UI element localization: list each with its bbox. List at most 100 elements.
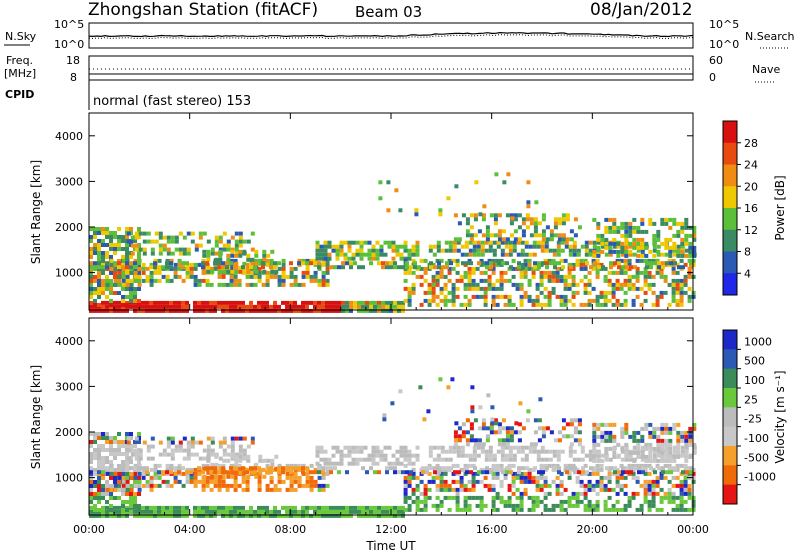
echo-cell <box>221 282 226 287</box>
echo-cell <box>125 251 129 255</box>
echo-cell <box>635 266 640 271</box>
echo-cell <box>472 457 477 462</box>
echo-cell <box>512 445 517 450</box>
echo-cell <box>293 278 298 283</box>
echo-cell <box>121 492 125 496</box>
echo-cell <box>495 278 500 283</box>
echo-cell <box>97 271 101 275</box>
echo-cell <box>467 463 472 468</box>
echo-cell <box>465 221 470 226</box>
echo-cell <box>293 274 298 279</box>
echo-cell <box>121 271 125 275</box>
echo-cell <box>605 466 609 471</box>
echo-cell <box>319 457 324 462</box>
echo-cell <box>242 448 247 453</box>
echo-cell <box>551 503 556 508</box>
echo-cell <box>289 463 294 468</box>
echo-cell <box>281 308 285 313</box>
echo-cell <box>285 505 289 510</box>
echo-cell <box>249 265 253 270</box>
echo-cell <box>632 217 637 222</box>
echo-cell <box>600 422 605 427</box>
velocity-data-cells <box>89 377 697 518</box>
echo-cell <box>206 454 211 459</box>
echo-cell <box>230 454 235 459</box>
echo-cell <box>528 449 533 454</box>
echo-cell <box>382 413 387 418</box>
echo-cell <box>495 294 500 299</box>
echo-cell <box>438 208 443 213</box>
echo-cell <box>541 217 546 222</box>
echo-cell <box>479 503 484 508</box>
echo-cell <box>584 244 589 249</box>
echo-cell <box>648 249 653 254</box>
echo-cell <box>623 278 628 283</box>
echo-cell <box>210 448 215 453</box>
echo-cell <box>129 299 133 303</box>
echo-cell <box>205 308 209 313</box>
echo-cell <box>101 271 105 275</box>
echo-cell <box>632 445 637 450</box>
echo-cell <box>592 249 597 254</box>
echo-cell <box>201 513 205 518</box>
echo-cell <box>675 282 680 287</box>
echo-cell <box>158 243 163 248</box>
echo-cell <box>249 274 254 279</box>
echo-cell <box>648 442 653 447</box>
echo-cell <box>587 479 592 484</box>
echo-cell <box>628 244 633 249</box>
echo-cell <box>452 445 457 450</box>
echo-cell <box>489 265 493 270</box>
echo-cell <box>381 261 385 266</box>
echo-cell <box>331 244 336 249</box>
echo-cell <box>261 261 265 266</box>
echo-cell <box>423 499 428 504</box>
echo-cell <box>113 278 118 283</box>
echo-cell <box>407 256 412 261</box>
echo-cell <box>676 249 681 254</box>
echo-cell <box>433 470 437 475</box>
echo-cell <box>489 233 494 238</box>
echo-cell <box>217 265 221 270</box>
echo-cell <box>679 487 684 492</box>
echo-cell <box>651 499 656 504</box>
echo-cell <box>181 308 185 313</box>
echo-cell <box>668 438 673 443</box>
echo-cell <box>403 457 408 462</box>
echo-cell <box>473 442 478 447</box>
echo-cell <box>210 251 215 256</box>
echo-cell <box>242 249 247 254</box>
echo-cell <box>329 300 333 305</box>
echo-cell <box>603 483 608 488</box>
echo-cell <box>519 491 524 496</box>
echo-cell <box>225 513 229 518</box>
echo-cell <box>157 470 161 475</box>
echo-cell <box>487 282 492 287</box>
echo-cell <box>285 471 290 476</box>
echo-cell <box>505 261 509 266</box>
echo-cell <box>229 300 233 305</box>
echo-cell <box>162 247 167 252</box>
echo-cell <box>490 405 495 410</box>
echo-cell <box>631 491 636 496</box>
echo-cell <box>643 467 648 472</box>
echo-cell <box>545 426 550 431</box>
echo-cell <box>189 274 194 279</box>
echo-cell <box>612 249 617 254</box>
echo-cell <box>627 278 632 283</box>
echo-cell <box>671 290 676 295</box>
echo-cell <box>676 422 681 427</box>
echo-cell <box>285 308 289 313</box>
echo-cell <box>439 471 444 476</box>
echo-cell <box>439 286 444 291</box>
echo-cell <box>101 460 105 464</box>
echo-cell <box>656 229 661 234</box>
echo-cell <box>541 213 546 218</box>
echo-cell <box>205 509 209 514</box>
echo-cell <box>480 240 485 245</box>
echo-cell <box>329 509 333 514</box>
echo-cell <box>692 426 697 431</box>
echo-cell <box>635 491 640 496</box>
echo-cell <box>608 249 613 254</box>
echo-cell <box>533 217 538 222</box>
